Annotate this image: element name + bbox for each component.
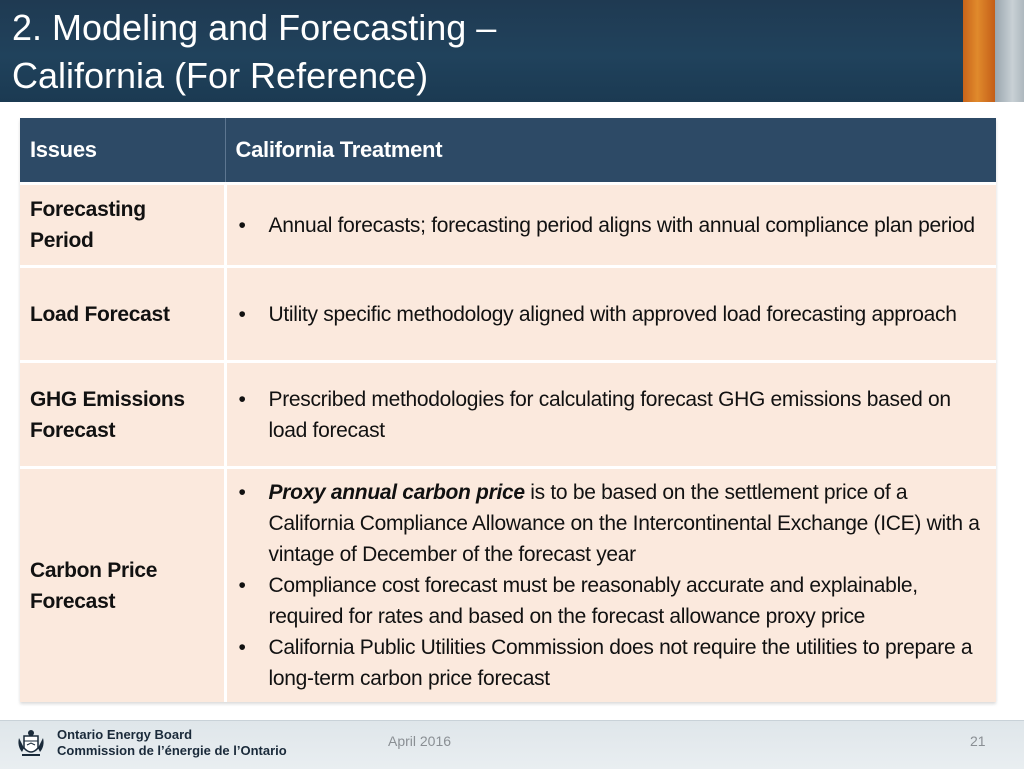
slide-title-line2: California (For Reference) bbox=[12, 55, 429, 96]
bullet-item: Proxy annual carbon price is to be based… bbox=[239, 477, 991, 570]
slide-title: 2. Modeling and Forecasting – California… bbox=[12, 4, 912, 100]
page-number: 21 bbox=[970, 733, 986, 749]
slide-header: 2. Modeling and Forecasting – California… bbox=[0, 0, 1024, 102]
treatment-cell: Prescribed methodologies for calculating… bbox=[225, 360, 996, 468]
treatment-cell: Proxy annual carbon price is to be based… bbox=[225, 466, 996, 702]
bullet-item: Compliance cost forecast must be reasona… bbox=[239, 570, 991, 632]
bullet-list: Utility specific methodology aligned wit… bbox=[237, 299, 991, 330]
table-row: Forecasting Period Annual forecasts; for… bbox=[20, 182, 996, 267]
column-header-issues: Issues bbox=[20, 118, 226, 184]
issue-cell: Load Forecast bbox=[20, 265, 227, 362]
bullet-item: Prescribed methodologies for calculating… bbox=[239, 384, 991, 446]
organization-name-en: Ontario Energy Board bbox=[57, 727, 193, 742]
slide-footer: Ontario Energy Board Commission de l’éne… bbox=[0, 720, 1024, 769]
treatment-table: Issues California Treatment Forecasting … bbox=[20, 118, 996, 702]
column-header-california-treatment: California Treatment bbox=[225, 118, 996, 184]
bullet-list: Prescribed methodologies for calculating… bbox=[237, 384, 991, 446]
bullet-item: Annual forecasts; forecasting period ali… bbox=[239, 210, 991, 241]
issue-cell: Carbon Price Forecast bbox=[20, 466, 227, 702]
bullet-list: Proxy annual carbon price is to be based… bbox=[237, 477, 991, 694]
issue-cell: GHG Emissions Forecast bbox=[20, 360, 227, 468]
table-row: GHG Emissions Forecast Prescribed method… bbox=[20, 360, 996, 468]
bullet-item: Utility specific methodology aligned wit… bbox=[239, 299, 991, 330]
bullet-list: Annual forecasts; forecasting period ali… bbox=[237, 210, 991, 241]
accent-bar-gray bbox=[995, 0, 1024, 102]
treatment-cell: Annual forecasts; forecasting period ali… bbox=[225, 182, 996, 267]
accent-bar-orange bbox=[963, 0, 995, 102]
slide-date: April 2016 bbox=[388, 733, 452, 749]
treatment-cell: Utility specific methodology aligned wit… bbox=[225, 265, 996, 362]
table-row: Carbon Price Forecast Proxy annual carbo… bbox=[20, 466, 996, 702]
emphasis-text: Proxy annual carbon price bbox=[268, 481, 526, 504]
table-header-row: Issues California Treatment bbox=[20, 118, 996, 184]
bullet-item: California Public Utilities Commission d… bbox=[239, 632, 991, 694]
issue-cell: Forecasting Period bbox=[20, 182, 227, 267]
organization-name: Ontario Energy Board Commission de l’éne… bbox=[57, 727, 287, 759]
organization-name-fr: Commission de l’énergie de l’Ontario bbox=[57, 743, 287, 758]
ontario-coat-of-arms-icon bbox=[18, 730, 44, 756]
slide-title-line1: 2. Modeling and Forecasting – bbox=[12, 7, 497, 48]
table-row: Load Forecast Utility specific methodolo… bbox=[20, 265, 996, 362]
bullet-text: is to be based on the settlement price o… bbox=[268, 481, 980, 566]
